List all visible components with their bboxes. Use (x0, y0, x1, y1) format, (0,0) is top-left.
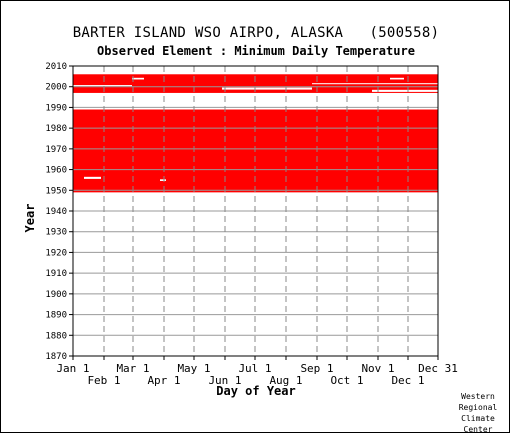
axes-layer (69, 65, 439, 360)
data-gap-2 (132, 77, 144, 80)
y-tick-label-1990: 1990 (45, 103, 67, 113)
data-gap-1 (160, 179, 166, 181)
tick-labels-layer: 1870 1880 1890 1900 1910 1920 1930 1940 1950 1960… (45, 62, 458, 387)
x-tick-label-may-1: May 1 (177, 362, 210, 375)
x-tick-label-jun-1: Jun 1 (208, 374, 241, 387)
data-gap-0 (84, 176, 101, 179)
x-tick-label-feb-1: Feb 1 (87, 374, 120, 387)
x-tick-label-aug-1: Aug 1 (269, 374, 302, 387)
x-tick-label-jan-1: Jan 1 (56, 362, 89, 375)
x-tick-label-nov-1: Nov 1 (361, 362, 394, 375)
y-tick-label-2010: 2010 (45, 62, 67, 72)
y-tick-label-1970: 1970 (45, 145, 67, 155)
chart-subtitle: Observed Element : Minimum Daily Tempera… (97, 44, 415, 58)
x-axis-label: Day of Year (216, 384, 296, 398)
y-tick-label-2000: 2000 (45, 83, 67, 93)
x-tick-label-dec-1: Dec 1 (391, 374, 424, 387)
y-tick-label-1960: 1960 (45, 166, 67, 176)
x-tick-label-mar-1: Mar 1 (116, 362, 149, 375)
x-tick-label-dec-31: Dec 31 (418, 362, 458, 375)
data-gap-5 (222, 87, 312, 90)
y-tick-label-1930: 1930 (45, 228, 67, 238)
chart-title: BARTER ISLAND WSO AIRPO, ALASKA (500558) (72, 25, 440, 41)
data-gap-3 (390, 77, 404, 80)
y-tick-label-1910: 1910 (45, 269, 67, 279)
y-tick-label-1940: 1940 (45, 207, 67, 217)
x-tick-label-sep-1: Sep 1 (300, 362, 333, 375)
y-tick-label-1870: 1870 (45, 352, 67, 362)
y-tick-label-1920: 1920 (45, 248, 67, 258)
x-tick-label-jul-1: Jul 1 (238, 362, 271, 375)
y-tick-label-1880: 1880 (45, 331, 67, 341)
credit-text: Western Regional Climate Center (458, 392, 498, 433)
x-tick-label-oct-1: Oct 1 (330, 374, 363, 387)
data-gap-6 (372, 89, 438, 92)
data-gap-7 (312, 83, 438, 85)
x-tick-label-apr-1: Apr 1 (147, 374, 180, 387)
grid-layer (73, 65, 438, 357)
data-gap-4 (73, 85, 132, 87)
y-tick-label-1900: 1900 (45, 290, 67, 300)
y-tick-label-1890: 1890 (45, 311, 67, 321)
y-tick-label-1980: 1980 (45, 124, 67, 134)
y-tick-label-1950: 1950 (45, 186, 67, 196)
